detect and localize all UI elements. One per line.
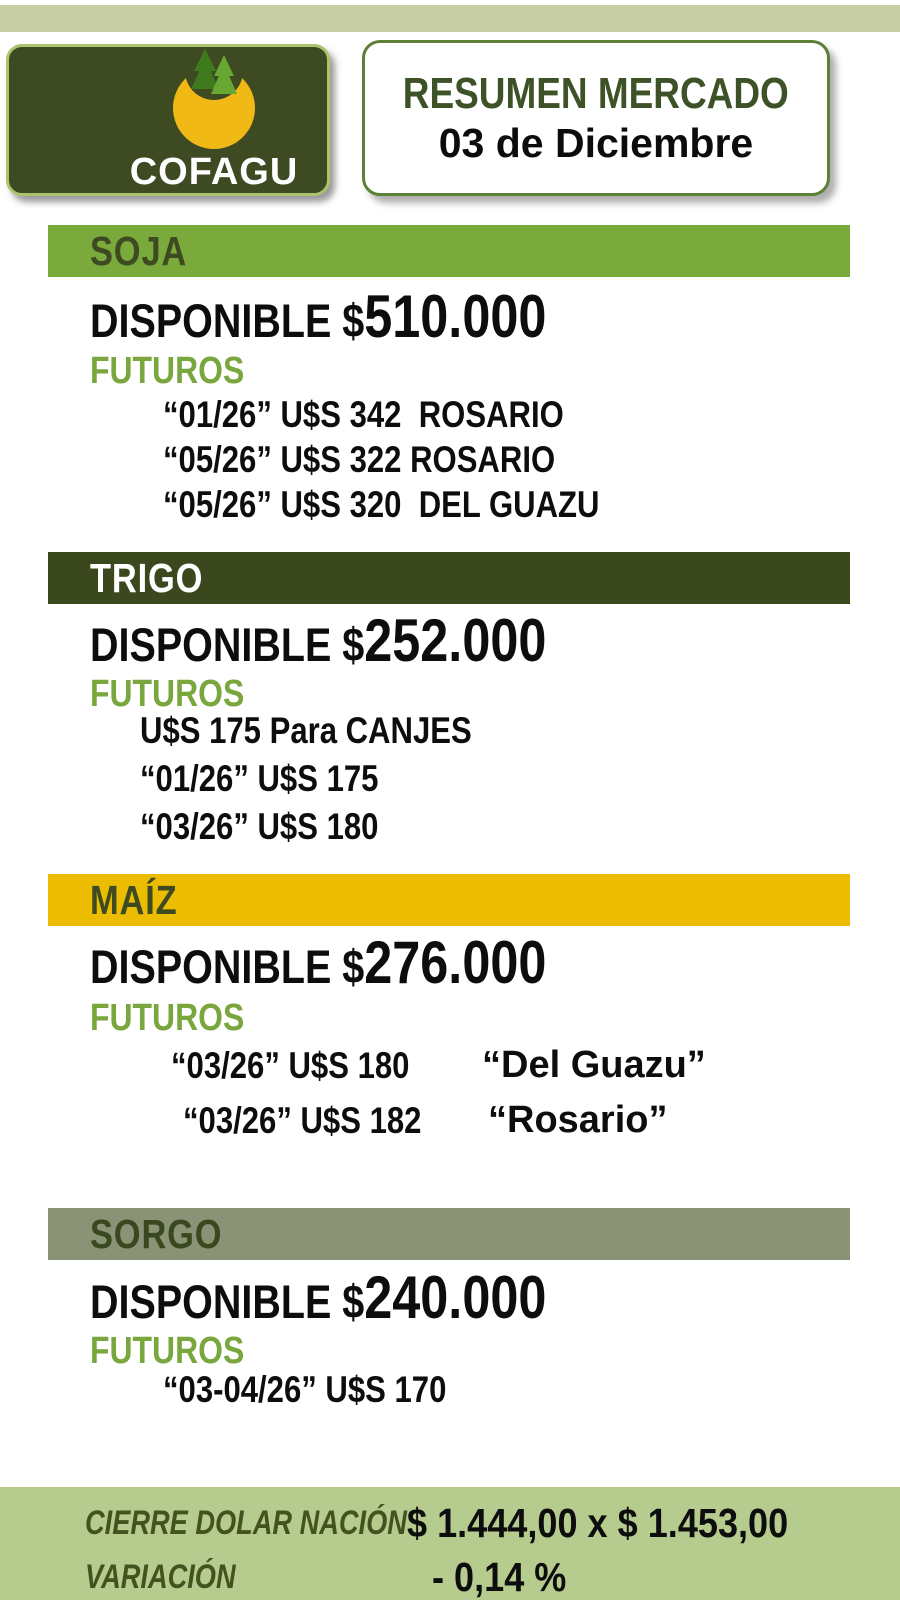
sorgo-future-line: “03-04/26” U$S 170 xyxy=(163,1369,447,1410)
maiz-disponible-value: 276.000 xyxy=(364,929,547,996)
cofagu-logo-card: COFAGU xyxy=(6,44,330,196)
sorgo-futuros-heading: FUTUROS xyxy=(90,1330,245,1372)
section-title-sorgo: SORGO xyxy=(90,1210,223,1257)
footer-band: CIERRE DOLAR NACIÓN $ 1.444,00 x $ 1.453… xyxy=(0,1487,900,1600)
soja-futures-list: “01/26” U$S 342 ROSARIO “05/26” U$S 322 … xyxy=(163,392,683,527)
soja-future-line: “05/26” U$S 320 DEL GUAZU xyxy=(163,484,600,525)
maiz-futuros-heading: FUTUROS xyxy=(90,997,245,1039)
dollar-close-value: $ 1.444,00 x $ 1.453,00 xyxy=(407,1500,789,1546)
variation-value: - 0,14 % xyxy=(432,1554,567,1600)
sorgo-futures-list: “03-04/26” U$S 170 xyxy=(163,1367,500,1412)
maiz-market: “Del Guazu” xyxy=(482,1044,706,1086)
maiz-disponible-label: DISPONIBLE $ xyxy=(90,940,365,993)
section-title-soja: SOJA xyxy=(90,227,188,274)
section-bar-trigo: TRIGO xyxy=(48,552,850,604)
trigo-disponible-row: DISPONIBLE $252.000 xyxy=(90,606,633,675)
soja-future-line: “01/26” U$S 342 ROSARIO xyxy=(163,394,564,435)
maiz-contract: “03/26” U$S 180 xyxy=(171,1044,410,1086)
maiz-future-line: “03/26” U$S 182 “Rosario” xyxy=(171,1093,706,1148)
section-title-maiz: MAÍZ xyxy=(90,876,178,923)
soja-disponible-label: DISPONIBLE $ xyxy=(90,294,365,347)
report-title: RESUMEN MERCADO xyxy=(402,69,790,118)
trigo-disponible-value: 252.000 xyxy=(364,607,547,674)
sorgo-disponible-row: DISPONIBLE $240.000 xyxy=(90,1263,633,1332)
soja-disponible-value: 510.000 xyxy=(364,283,547,350)
cofagu-crescent-trees-icon xyxy=(173,46,255,149)
trigo-futures-list: U$S 175 Para CANJES “01/26” U$S 175 “03/… xyxy=(140,707,535,851)
soja-future-line: “05/26” U$S 322 ROSARIO xyxy=(163,439,556,480)
maiz-contract: “03/26” U$S 182 xyxy=(183,1099,422,1141)
maiz-disponible-row: DISPONIBLE $276.000 xyxy=(90,928,633,997)
variation-label: VARIACIÓN xyxy=(85,1558,236,1596)
soja-disponible-row: DISPONIBLE $510.000 xyxy=(90,282,633,351)
trigo-future-line: U$S 175 Para CANJES xyxy=(140,710,472,751)
report-date: 03 de Diciembre xyxy=(438,120,754,166)
trigo-disponible-label: DISPONIBLE $ xyxy=(90,618,365,671)
maiz-futures-list: “03/26” U$S 180 “Del Guazu” “03/26” U$S … xyxy=(171,1038,706,1148)
sorgo-disponible-value: 240.000 xyxy=(364,1264,547,1331)
maiz-market: “Rosario” xyxy=(488,1099,668,1141)
title-card: RESUMEN MERCADO 03 de Diciembre xyxy=(362,40,830,196)
section-title-trigo: TRIGO xyxy=(90,554,204,601)
trigo-futuros-heading: FUTUROS xyxy=(90,673,245,715)
sorgo-disponible-label: DISPONIBLE $ xyxy=(90,1275,365,1328)
footer-grid: CIERRE DOLAR NACIÓN $ 1.444,00 x $ 1.453… xyxy=(85,1500,900,1600)
cofagu-logo: COFAGU xyxy=(129,46,299,194)
top-strip xyxy=(0,5,900,32)
trigo-future-line: “03/26” U$S 180 xyxy=(140,806,379,847)
soja-futuros-heading: FUTUROS xyxy=(90,350,245,392)
trigo-future-line: “01/26” U$S 175 xyxy=(140,758,379,799)
section-bar-sorgo: SORGO xyxy=(48,1208,850,1260)
dollar-close-label: CIERRE DOLAR NACIÓN xyxy=(85,1504,407,1542)
section-bar-maiz: MAÍZ xyxy=(48,874,850,926)
logo-text: COFAGU xyxy=(129,150,299,193)
section-bar-soja: SOJA xyxy=(48,225,850,277)
maiz-future-line: “03/26” U$S 180 “Del Guazu” xyxy=(171,1038,706,1093)
